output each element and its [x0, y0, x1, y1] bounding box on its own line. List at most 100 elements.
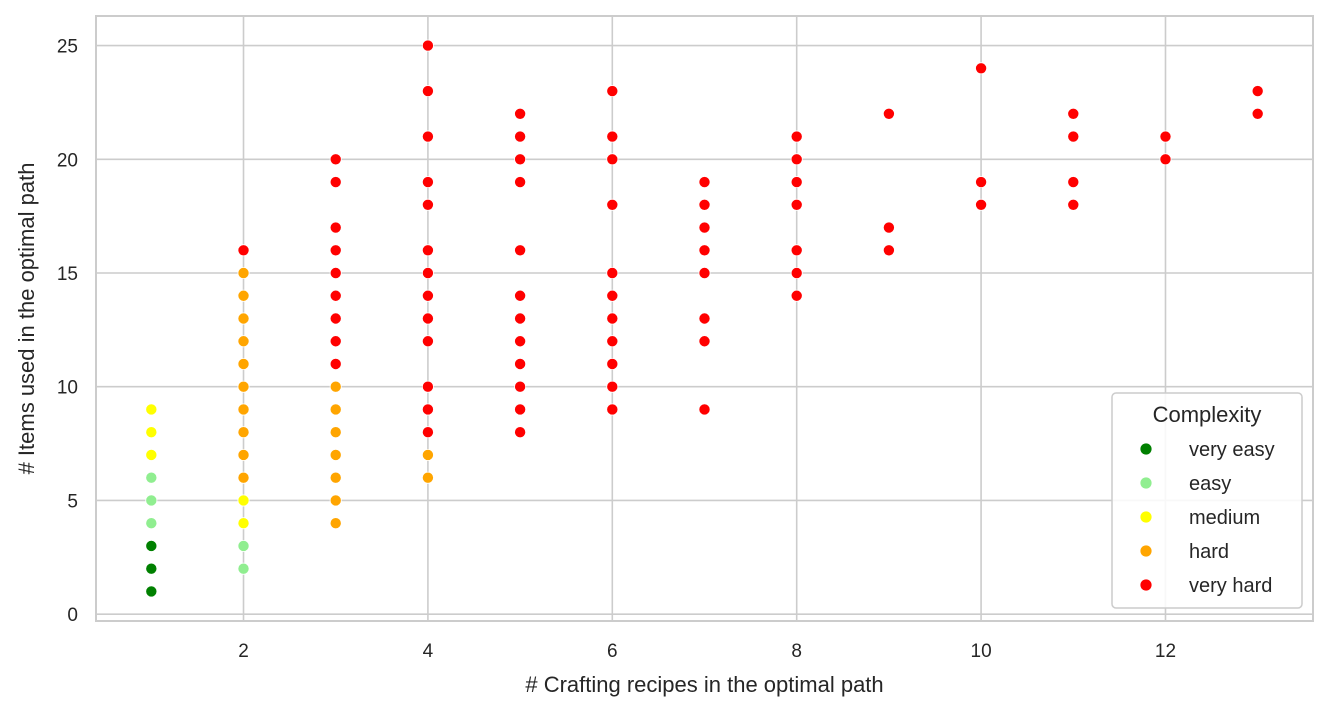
data-point: [975, 198, 988, 211]
data-point: [606, 85, 619, 98]
data-point: [882, 221, 895, 234]
series-very-easy: [145, 539, 158, 598]
data-point: [421, 198, 434, 211]
data-point: [237, 244, 250, 257]
data-point: [606, 130, 619, 143]
data-point: [421, 312, 434, 325]
data-point: [514, 244, 527, 257]
data-point: [421, 471, 434, 484]
data-point: [145, 426, 158, 439]
data-point: [975, 62, 988, 75]
data-point: [514, 153, 527, 166]
data-point: [237, 426, 250, 439]
data-point: [698, 267, 711, 280]
data-point: [514, 426, 527, 439]
data-point: [790, 244, 803, 257]
data-point: [790, 289, 803, 302]
data-point: [237, 517, 250, 530]
data-point: [329, 153, 342, 166]
data-point: [329, 244, 342, 257]
data-point: [1251, 107, 1264, 120]
y-tick-label: 5: [67, 491, 78, 512]
data-point: [329, 517, 342, 530]
data-point: [421, 448, 434, 461]
data-point: [698, 221, 711, 234]
data-point: [145, 448, 158, 461]
data-point: [606, 380, 619, 393]
data-point: [329, 335, 342, 348]
data-point: [606, 335, 619, 348]
data-point: [790, 130, 803, 143]
legend-item: very hard: [1140, 575, 1272, 597]
data-point: [237, 471, 250, 484]
data-point: [1251, 85, 1264, 98]
data-point: [421, 85, 434, 98]
data-point: [514, 176, 527, 189]
x-tick-label: 12: [1155, 641, 1176, 662]
data-point: [421, 267, 434, 280]
data-point: [145, 494, 158, 507]
series-hard: [237, 267, 434, 530]
data-point: [514, 335, 527, 348]
data-point: [329, 471, 342, 484]
data-point: [237, 494, 250, 507]
data-point: [790, 267, 803, 280]
data-point: [698, 335, 711, 348]
data-points: [145, 39, 1264, 598]
legend-item: very easy: [1140, 439, 1275, 461]
x-tick-label: 10: [971, 641, 992, 662]
data-point: [698, 403, 711, 416]
data-point: [606, 312, 619, 325]
legend-marker: [1140, 443, 1152, 455]
data-point: [421, 130, 434, 143]
y-tick-labels: 0 5 10 15 20 25: [57, 37, 78, 627]
x-tick-label: 8: [791, 641, 802, 662]
legend: Complexity very easy easy medium hard very h…: [1111, 392, 1303, 609]
data-point: [606, 403, 619, 416]
data-point: [329, 221, 342, 234]
data-point: [698, 312, 711, 325]
data-point: [237, 380, 250, 393]
data-point: [237, 312, 250, 325]
data-point: [237, 357, 250, 370]
x-tick-label: 2: [238, 641, 249, 662]
x-tick-labels: 2 4 6 8 10 12: [238, 641, 1176, 662]
data-point: [606, 357, 619, 370]
data-point: [421, 426, 434, 439]
x-tick-label: 4: [423, 641, 434, 662]
y-tick-label: 20: [57, 150, 78, 171]
legend-label: medium: [1189, 507, 1260, 529]
data-point: [237, 289, 250, 302]
data-point: [237, 403, 250, 416]
data-point: [698, 198, 711, 211]
data-point: [1067, 198, 1080, 211]
data-point: [421, 335, 434, 348]
data-point: [237, 448, 250, 461]
data-point: [329, 448, 342, 461]
data-point: [421, 289, 434, 302]
legend-marker: [1140, 579, 1152, 591]
x-axis-label: # Crafting recipes in the optimal path: [525, 672, 883, 697]
grid-lines: [96, 16, 1313, 621]
data-point: [514, 380, 527, 393]
data-point: [145, 403, 158, 416]
data-point: [790, 176, 803, 189]
data-point: [1067, 107, 1080, 120]
data-point: [145, 471, 158, 484]
data-point: [237, 267, 250, 280]
data-point: [698, 244, 711, 257]
legend-label: easy: [1189, 473, 1231, 495]
data-point: [421, 380, 434, 393]
data-point: [514, 357, 527, 370]
legend-box: [1111, 392, 1303, 609]
x-tick-label: 6: [607, 641, 618, 662]
y-axis-label: # Items used in the optimal path: [14, 163, 39, 475]
data-point: [145, 562, 158, 575]
data-point: [329, 357, 342, 370]
data-point: [514, 403, 527, 416]
y-tick-label: 15: [57, 264, 78, 285]
legend-marker: [1140, 477, 1152, 489]
data-point: [421, 244, 434, 257]
data-point: [1159, 130, 1172, 143]
legend-label: very hard: [1189, 575, 1272, 597]
